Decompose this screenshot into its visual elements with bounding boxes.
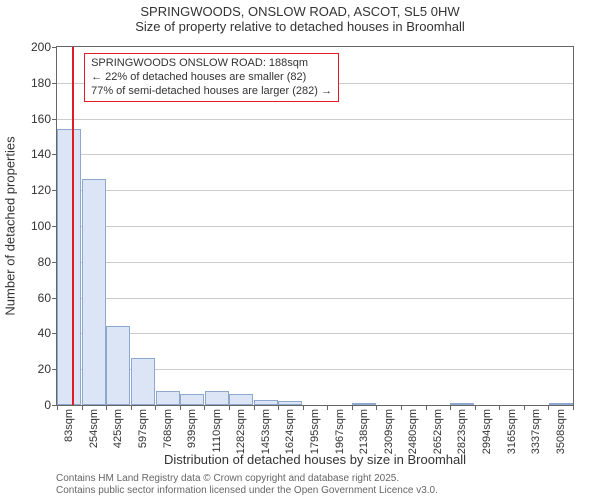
gridline (57, 226, 573, 227)
histogram-bar (229, 394, 253, 405)
x-tick-label: 2652sqm (432, 409, 444, 454)
x-tick-label: 2823sqm (456, 409, 468, 454)
y-axis-label: Number of detached properties (3, 136, 18, 315)
histogram-bar (57, 129, 81, 405)
x-tick-label: 597sqm (137, 409, 149, 448)
gridline (57, 262, 573, 263)
x-tick-mark (204, 405, 205, 410)
y-tick-mark (52, 83, 57, 84)
y-tick-label: 120 (31, 183, 51, 197)
histogram-bar (205, 391, 229, 405)
attribution-text: Contains HM Land Registry data © Crown c… (56, 473, 438, 497)
histogram-bar (254, 400, 278, 405)
x-tick-mark (229, 405, 230, 410)
x-tick-mark (401, 405, 402, 410)
chart-container: SPRINGWOODS, ONSLOW ROAD, ASCOT, SL5 0HW… (0, 0, 600, 500)
chart-title: SPRINGWOODS, ONSLOW ROAD, ASCOT, SL5 0HW… (0, 4, 600, 34)
x-tick-mark (376, 405, 377, 410)
x-tick-mark (131, 405, 132, 410)
x-tick-mark (57, 405, 58, 410)
x-tick-label: 3337sqm (530, 409, 542, 454)
x-tick-mark (303, 405, 304, 410)
x-tick-mark (155, 405, 156, 410)
histogram-bar (549, 403, 573, 405)
x-tick-label: 3508sqm (555, 409, 567, 454)
y-tick-label: 160 (31, 112, 51, 126)
gridline (57, 333, 573, 334)
property-marker-line (72, 47, 74, 405)
y-tick-label: 140 (31, 147, 51, 161)
x-tick-mark (106, 405, 107, 410)
x-tick-label: 2994sqm (481, 409, 493, 454)
y-tick-label: 200 (31, 40, 51, 54)
x-tick-label: 1967sqm (334, 409, 346, 454)
x-tick-mark (475, 405, 476, 410)
gridline (57, 154, 573, 155)
x-tick-mark (450, 405, 451, 410)
x-tick-label: 425sqm (112, 409, 124, 448)
x-tick-mark (499, 405, 500, 410)
annotation-line-2: ← 22% of detached houses are smaller (82… (91, 71, 332, 85)
annotation-line-1: SPRINGWOODS ONSLOW ROAD: 188sqm (91, 57, 332, 71)
attribution-line-2: Contains public sector information licen… (56, 485, 438, 497)
histogram-bar (180, 394, 204, 405)
x-axis-label: Distribution of detached houses by size … (56, 452, 574, 467)
gridline (57, 298, 573, 299)
y-tick-label: 40 (38, 326, 51, 340)
annotation-line-3: 77% of semi-detached houses are larger (… (91, 85, 332, 99)
x-tick-label: 254sqm (88, 409, 100, 448)
y-tick-label: 100 (31, 219, 51, 233)
histogram-bar (352, 403, 376, 405)
histogram-bar (82, 179, 106, 405)
x-tick-label: 2309sqm (383, 409, 395, 454)
y-tick-mark (52, 47, 57, 48)
property-annotation-box: SPRINGWOODS ONSLOW ROAD: 188sqm← 22% of … (84, 53, 339, 102)
x-tick-mark (327, 405, 328, 410)
attribution-line-1: Contains HM Land Registry data © Crown c… (56, 473, 438, 485)
x-tick-label: 1624sqm (284, 409, 296, 454)
x-tick-label: 1282sqm (235, 409, 247, 454)
gridline (57, 190, 573, 191)
x-tick-mark (180, 405, 181, 410)
x-tick-label: 3165sqm (506, 409, 518, 454)
x-tick-mark (82, 405, 83, 410)
histogram-bar (450, 403, 474, 405)
x-tick-mark (573, 405, 574, 410)
title-line-2: Size of property relative to detached ho… (0, 19, 600, 34)
x-tick-mark (548, 405, 549, 410)
x-tick-label: 2480sqm (407, 409, 419, 454)
histogram-bar (131, 358, 155, 405)
x-tick-mark (524, 405, 525, 410)
x-tick-mark (278, 405, 279, 410)
x-tick-mark (426, 405, 427, 410)
y-tick-label: 180 (31, 76, 51, 90)
x-tick-label: 768sqm (162, 409, 174, 448)
title-line-1: SPRINGWOODS, ONSLOW ROAD, ASCOT, SL5 0HW (0, 4, 600, 19)
y-tick-mark (52, 119, 57, 120)
histogram-bar (278, 401, 302, 405)
y-tick-label: 20 (38, 362, 51, 376)
x-tick-label: 1110sqm (211, 409, 223, 453)
x-tick-mark (352, 405, 353, 410)
x-tick-mark (254, 405, 255, 410)
x-tick-label: 83sqm (63, 409, 75, 442)
y-tick-label: 0 (44, 398, 51, 412)
y-tick-label: 80 (38, 255, 51, 269)
x-tick-label: 2138sqm (358, 409, 370, 454)
plot-area: 02040608010012014016018020083sqm254sqm42… (56, 46, 574, 406)
gridline (57, 119, 573, 120)
y-tick-label: 60 (38, 291, 51, 305)
x-tick-label: 1453sqm (260, 409, 272, 454)
x-tick-label: 939sqm (186, 409, 198, 448)
x-tick-label: 1795sqm (309, 409, 321, 454)
histogram-bar (156, 391, 180, 405)
histogram-bar (106, 326, 130, 405)
